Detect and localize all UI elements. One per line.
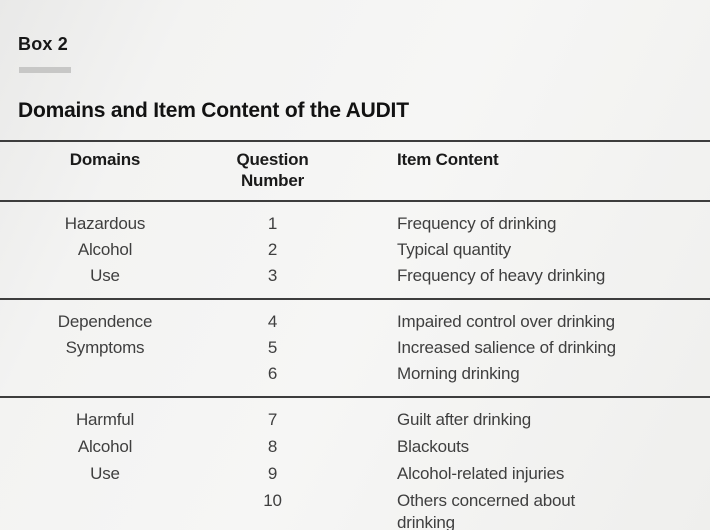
- column-header-question-line2: Number: [240, 171, 305, 190]
- box-label: Box 2: [18, 34, 69, 54]
- domain-cell: Alcohol: [77, 437, 133, 456]
- column-header-question-number: Question Number: [210, 149, 335, 191]
- table-row: Hazardous 1 Frequency of drinking: [0, 213, 710, 235]
- table-row: Harmful 7 Guilt after drinking: [0, 409, 710, 431]
- domain-cell: [0, 490, 210, 530]
- table-row: Symptoms 5 Increased salience of drinkin…: [0, 337, 710, 359]
- domain-cell: Symptoms: [65, 338, 145, 357]
- domain-cell: Use: [90, 464, 120, 483]
- question-number-cell: 6: [267, 364, 278, 383]
- table-row: Alcohol 8 Blackouts: [0, 436, 710, 458]
- question-number-cell: 2: [267, 240, 278, 259]
- table-row: Dependence 4 Impaired control over drink…: [0, 311, 710, 333]
- item-content-cell: Typical quantity: [397, 240, 511, 259]
- item-content-cell: Blackouts: [397, 437, 469, 456]
- page-title: Domains and Item Content of the AUDIT: [18, 99, 409, 122]
- item-content-cell: Frequency of heavy drinking: [397, 266, 606, 285]
- question-number-cell: 8: [267, 437, 278, 456]
- question-number-cell: 3: [267, 266, 278, 285]
- item-content-cell: Frequency of drinking: [397, 214, 557, 233]
- domain-cell: Use: [90, 266, 120, 285]
- question-number-cell: 5: [267, 338, 278, 357]
- column-header-question-line1: Question: [236, 150, 309, 169]
- domain-cell: Hazardous: [64, 214, 146, 233]
- item-content-cell: Guilt after drinking: [397, 410, 531, 429]
- column-header-item-content: Item Content: [397, 150, 499, 169]
- question-number-cell: 10: [263, 491, 282, 510]
- table-group-harmful-alcohol-use: Harmful 7 Guilt after drinking Alcohol 8…: [0, 396, 710, 530]
- domain-cell: Harmful: [75, 410, 135, 429]
- audit-table: Domains Question Number Item Content Haz…: [0, 140, 710, 530]
- item-content-cell: Others concerned about drinking: [397, 491, 575, 530]
- item-content-cell: Morning drinking: [397, 364, 520, 383]
- item-content-cell: Impaired control over drinking: [397, 312, 615, 331]
- column-header-domains: Domains: [69, 150, 141, 169]
- table-group-hazardous-alcohol-use: Hazardous 1 Frequency of drinking Alcoho…: [0, 200, 710, 298]
- table-row: 6 Morning drinking: [0, 363, 710, 385]
- box-divider-bar: [19, 67, 71, 73]
- domain-cell: Dependence: [57, 312, 153, 331]
- question-number-cell: 4: [267, 312, 278, 331]
- table-header-row: Domains Question Number Item Content: [0, 140, 710, 196]
- question-number-cell: 1: [267, 214, 278, 233]
- question-number-cell: 7: [267, 410, 278, 429]
- table-row: Use 9 Alcohol-related injuries: [0, 463, 710, 485]
- item-content-cell: Increased salience of drinking: [397, 338, 616, 357]
- question-number-cell: 9: [267, 464, 278, 483]
- table-group-dependence-symptoms: Dependence 4 Impaired control over drink…: [0, 298, 710, 396]
- table-row: 10 Others concerned about drinking: [0, 490, 710, 530]
- domain-cell: Alcohol: [77, 240, 133, 259]
- table-row: Use 3 Frequency of heavy drinking: [0, 265, 710, 287]
- item-content-cell: Alcohol-related injuries: [397, 464, 565, 483]
- domain-cell: [0, 363, 210, 385]
- table-row: Alcohol 2 Typical quantity: [0, 239, 710, 261]
